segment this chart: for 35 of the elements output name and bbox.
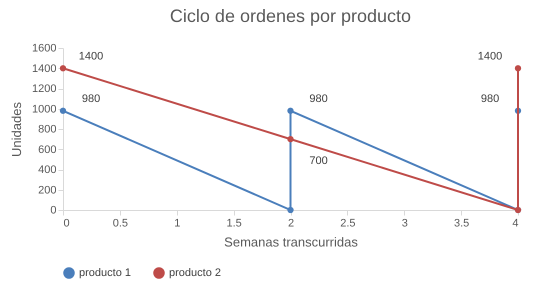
point xyxy=(287,108,294,114)
y-tick-label: 200 xyxy=(38,184,56,196)
y-tick-label: 1400 xyxy=(32,62,56,75)
x-tick-label: 1.5 xyxy=(226,218,242,230)
y-tick-label: 400 xyxy=(38,164,56,176)
y-tick-label: 0 xyxy=(50,204,56,216)
data-label: 700 xyxy=(309,155,328,168)
legend-label: producto 1 xyxy=(79,267,131,279)
point xyxy=(514,65,522,72)
y-tick-label: 1000 xyxy=(32,103,56,116)
y-tick-label: 1200 xyxy=(32,83,56,95)
data-label: 1400 xyxy=(78,50,104,62)
data-label: 980 xyxy=(82,92,100,105)
y-tick-label: 800 xyxy=(38,124,56,136)
x-tick-label: 4 xyxy=(512,218,518,230)
point xyxy=(60,108,66,114)
x-tick-label: 1 xyxy=(174,218,180,230)
x-tick-label: 0 xyxy=(64,218,70,230)
x-tick-label: 3 xyxy=(402,218,408,230)
point xyxy=(60,65,66,72)
data-label: 1400 xyxy=(478,50,502,62)
x-axis-title: Semanas transcurridas xyxy=(224,234,358,250)
y-axis-title: Unidades xyxy=(9,102,24,157)
y-tick-label: 600 xyxy=(38,144,56,156)
legend-label: producto 2 xyxy=(169,267,221,279)
y-tick-label: 1600 xyxy=(32,42,56,54)
x-tick-label: 2 xyxy=(288,218,294,230)
data-label: 980 xyxy=(309,92,328,105)
x-tick-label: 0.5 xyxy=(112,218,128,230)
point xyxy=(287,136,294,142)
x-tick-label: 3.5 xyxy=(454,218,470,230)
x-tick-label: 2.5 xyxy=(340,218,356,230)
point xyxy=(287,206,294,214)
data-label: 980 xyxy=(480,92,500,105)
chart-title: Ciclo de ordenes por producto xyxy=(170,6,412,26)
